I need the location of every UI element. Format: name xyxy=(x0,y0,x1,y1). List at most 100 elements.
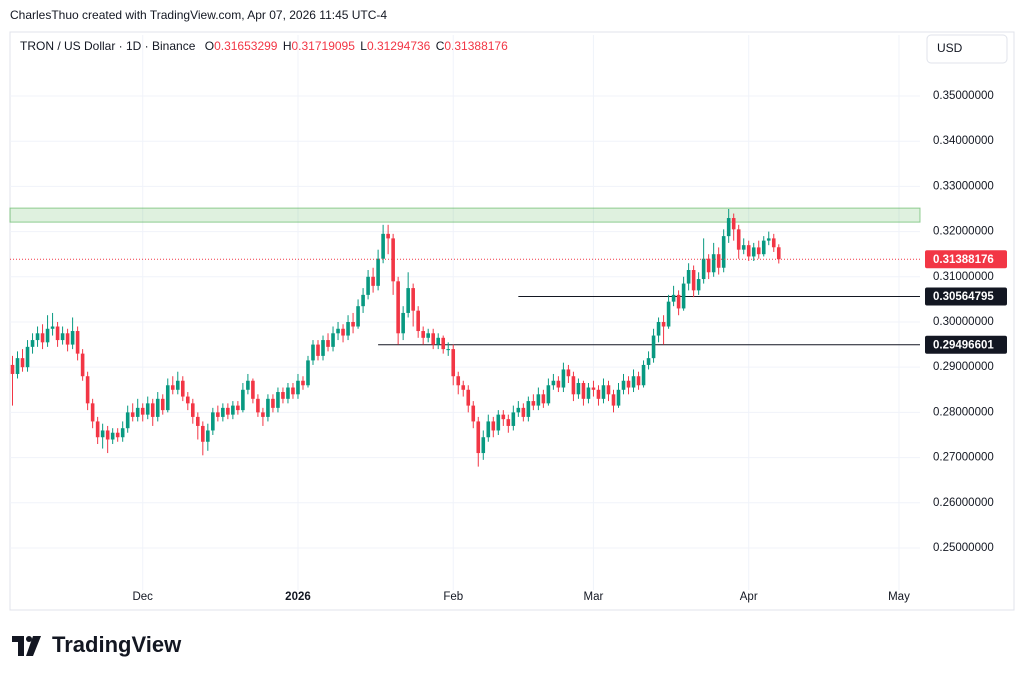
currency-label[interactable]: USD xyxy=(937,41,963,55)
candle-body xyxy=(296,380,300,395)
y-tick-label: 0.33000000 xyxy=(933,180,994,192)
candle-body xyxy=(456,376,461,386)
x-tick-label: Apr xyxy=(740,591,758,603)
candle-body xyxy=(696,279,701,291)
candle-body xyxy=(221,407,225,417)
candle-body xyxy=(196,416,200,426)
candle-body xyxy=(501,414,506,420)
candle-body xyxy=(751,247,756,257)
candle-body xyxy=(246,380,250,390)
candle-body xyxy=(516,407,521,413)
candle-body xyxy=(180,380,185,397)
candle-body xyxy=(135,407,140,417)
y-tick-label: 0.25000000 xyxy=(933,542,994,554)
candle-body xyxy=(406,288,410,313)
candle-body xyxy=(641,364,646,386)
candle-body xyxy=(65,333,70,345)
candle-body xyxy=(185,396,190,404)
ohlc-letter: H xyxy=(283,39,292,53)
candle-body xyxy=(356,306,360,327)
candle-body xyxy=(596,389,601,399)
candle-body xyxy=(145,403,150,415)
candle-body xyxy=(496,414,501,431)
ohlc-letter: L xyxy=(360,39,367,53)
ohlc-value: 0.31719095 xyxy=(292,39,356,53)
candle-body xyxy=(606,385,611,395)
candle-body xyxy=(526,401,531,417)
candle-body xyxy=(441,337,446,350)
candle-body xyxy=(45,328,50,343)
candle-body xyxy=(20,358,25,368)
candle-body xyxy=(601,385,606,399)
candle-body xyxy=(140,407,145,415)
brand-logo xyxy=(12,636,41,656)
candle-body xyxy=(75,331,80,354)
candle-body xyxy=(586,387,591,399)
candle-body xyxy=(541,394,546,404)
candle-body xyxy=(721,236,726,268)
candle-body xyxy=(120,428,125,438)
candle-body xyxy=(301,380,305,386)
candle-body xyxy=(736,229,741,250)
candle-body xyxy=(206,430,210,442)
candle-body xyxy=(351,321,355,327)
candle-body xyxy=(125,412,130,429)
candle-body xyxy=(261,412,265,417)
candle-body xyxy=(521,407,526,417)
candle-body xyxy=(165,385,170,411)
candle-body xyxy=(551,380,556,386)
candle-body xyxy=(401,312,405,334)
candle-body xyxy=(276,392,280,408)
candle-body xyxy=(626,380,631,388)
candle-body xyxy=(25,346,30,368)
candle-body xyxy=(471,405,476,422)
candle-body xyxy=(556,380,561,388)
candle-body xyxy=(251,380,255,399)
candle-body xyxy=(381,233,385,259)
logo-dot xyxy=(26,636,32,642)
chart-frame xyxy=(9,31,1015,611)
plot-area: 0.25000000 0.26000000 0.27000000 0.28000000… xyxy=(9,35,994,603)
candle-body xyxy=(416,310,420,332)
caption: CharlesThuo created with TradingView.com… xyxy=(10,8,387,22)
candle-body xyxy=(150,403,155,417)
y-tick-label: 0.27000000 xyxy=(933,452,994,464)
candle-body xyxy=(486,421,491,438)
candle-body xyxy=(491,421,496,431)
candle-body xyxy=(115,432,120,438)
y-tick-label: 0.26000000 xyxy=(933,497,994,509)
candle-body xyxy=(421,331,425,338)
logo-mark xyxy=(26,636,41,656)
price-tag-label: 0.30564795 xyxy=(933,291,994,303)
candle-body xyxy=(506,419,511,426)
candle-body xyxy=(226,407,230,415)
candle-body xyxy=(341,328,345,336)
candle-body xyxy=(231,405,235,415)
candle-body xyxy=(201,425,205,442)
candle-body xyxy=(271,398,275,408)
candle-body xyxy=(741,245,746,250)
candle-body xyxy=(651,335,656,359)
y-tick-label: 0.34000000 xyxy=(933,135,994,147)
candle-body xyxy=(216,412,220,417)
candle-body xyxy=(661,321,666,327)
currency-button[interactable] xyxy=(926,34,1008,64)
ohlc-letter: O xyxy=(205,39,214,53)
candle-body xyxy=(130,412,135,417)
ohlc-value: 0.31294736 xyxy=(367,39,431,53)
candle-body xyxy=(771,238,776,248)
candle-body xyxy=(346,321,350,336)
x-tick-label: Feb xyxy=(443,591,463,603)
candle-body xyxy=(451,349,456,377)
candle-body xyxy=(566,369,571,377)
candle-body xyxy=(701,258,706,280)
candle-body xyxy=(175,380,180,390)
candle-body xyxy=(361,294,365,307)
candle-body xyxy=(311,344,315,361)
x-tick-label: May xyxy=(888,591,910,603)
candle-body xyxy=(776,247,781,260)
ohlc-letter: C xyxy=(436,39,445,53)
candle-body xyxy=(236,405,240,411)
candle-body xyxy=(155,398,160,417)
y-tick-label: 0.30000000 xyxy=(933,316,994,328)
